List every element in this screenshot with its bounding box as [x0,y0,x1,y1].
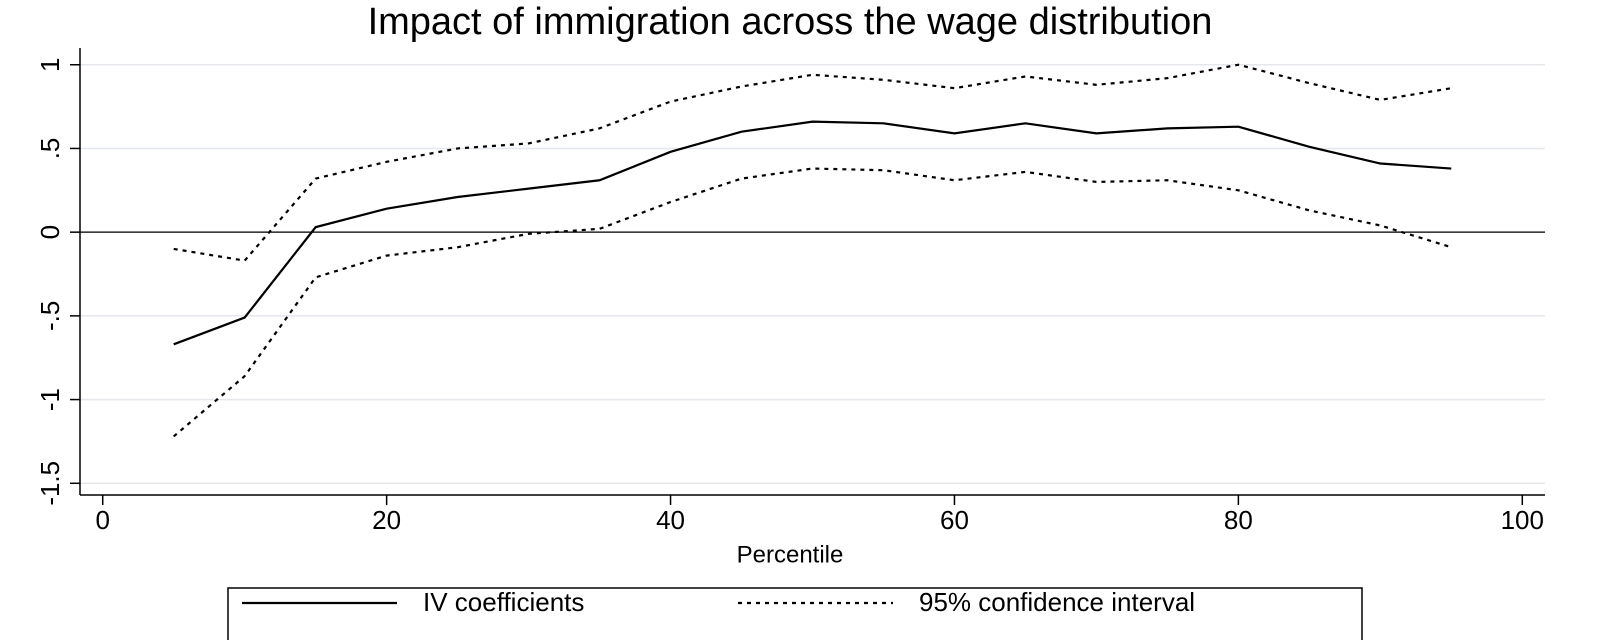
y-tick-label: 1 [35,58,65,72]
line-upper [173,63,1452,262]
x-tick-label: 100 [1501,505,1544,535]
y-tick-label: 0 [35,225,65,239]
x-axis-label: Percentile [737,541,844,568]
line-lower [172,167,1452,438]
legend-label: IV coefficients [423,587,584,617]
line-values [173,120,1452,346]
chart-title: Impact of immigration across the wage di… [368,1,1213,43]
x-tick-label: 0 [95,505,109,535]
y-tick-label: .5 [35,138,65,160]
x-tick-label: 40 [656,505,685,535]
y-tick-label: -.5 [35,301,65,331]
x-tick-label: 80 [1224,505,1253,535]
legend-box [227,587,1363,640]
x-tick-label: 20 [372,505,401,535]
x-tick-label: 60 [940,505,969,535]
y-tick-label: -1.5 [35,461,65,506]
y-tick-label: -1 [35,388,65,411]
legend-label: 95% confidence interval [919,587,1195,617]
